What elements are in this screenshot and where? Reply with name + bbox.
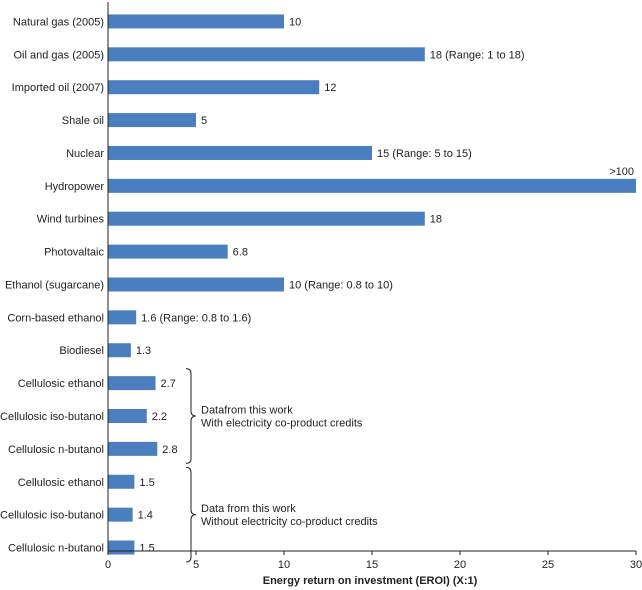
bar: [108, 441, 158, 456]
data-label: 12: [324, 82, 336, 94]
category-label: Photovaltaic: [44, 247, 104, 259]
bar: [108, 113, 196, 128]
bar: [108, 47, 425, 62]
data-label: 10 (Range: 0.8 to 10): [289, 279, 393, 291]
data-label: 2.2: [152, 411, 167, 423]
bracket: [185, 368, 197, 464]
category-label: Nuclear: [66, 148, 104, 160]
data-label: 15 (Range: 5 to 15): [377, 148, 472, 160]
x-tick-label: 15: [366, 559, 378, 571]
data-label: 10: [289, 16, 301, 28]
data-label: 6.8: [233, 247, 248, 259]
category-label: Cellulosic iso-butanol: [0, 510, 104, 522]
bars-group: [108, 14, 636, 555]
bar: [108, 376, 156, 391]
category-label: Imported oil (2007): [12, 82, 104, 94]
x-tick-label: 10: [278, 559, 290, 571]
category-label: Oil and gas (2005): [14, 49, 105, 61]
bar: [108, 80, 320, 95]
annotation-text: With electricity co-product credits: [201, 418, 363, 430]
category-label: Cellulosic n-butanol: [8, 444, 104, 456]
x-tick-label: 0: [105, 559, 111, 571]
data-label: 18: [430, 214, 442, 226]
x-axis-label: Energy return on investment (EROI) (X:1): [263, 575, 478, 587]
x-tick-label: 20: [454, 559, 466, 571]
data-label: 1.5: [139, 477, 154, 489]
x-tick-label: 5: [193, 559, 199, 571]
category-labels-group: Natural gas (2005) Oil and gas (2005) Impo…: [0, 16, 104, 554]
category-label: Cellulosic ethanol: [18, 477, 104, 489]
category-label: Biodiesel: [59, 345, 104, 357]
bar: [108, 310, 137, 325]
x-tick-label: 30: [630, 559, 642, 571]
annotation-text: Without electricity co-product credits: [201, 516, 378, 528]
bar: [108, 540, 135, 555]
data-label: 1.4: [138, 510, 153, 522]
data-label: 2.8: [162, 444, 177, 456]
data-label: 2.7: [161, 378, 176, 390]
bar: [108, 178, 636, 193]
category-label: Natural gas (2005): [13, 16, 104, 28]
bar: [108, 343, 131, 358]
data-label: 5: [201, 115, 207, 127]
data-label: 1.3: [136, 345, 151, 357]
data-label: 1.6 (Range: 0.8 to 1.6): [141, 312, 251, 324]
annotation-text: Datafrom this work: [201, 405, 293, 417]
bar: [108, 409, 147, 423]
axes-group: 0 5 10 15 20 25 30: [105, 2, 642, 571]
data-label: >100: [609, 166, 634, 178]
category-label: Ethanol (sugarcane): [5, 279, 104, 291]
bracket: [185, 466, 197, 563]
category-label: Shale oil: [62, 115, 104, 127]
category-label: Hydropower: [45, 181, 105, 193]
bar: [108, 277, 284, 292]
category-label: Corn-based ethanol: [7, 312, 104, 324]
bar: [108, 244, 228, 259]
category-label: Cellulosic ethanol: [18, 378, 104, 390]
category-label: Cellulosic iso-butanol: [0, 411, 104, 423]
bar: [108, 145, 372, 160]
category-label: Wind turbines: [37, 214, 105, 226]
annotation-text: Data from this work: [201, 503, 296, 515]
bar: [108, 211, 425, 226]
value-labels-group: 10 18 (Range: 1 to 18) 12 5 15 (Range: 5 to …: [136, 16, 634, 554]
x-tick-label: 25: [542, 559, 554, 571]
bar: [108, 14, 284, 29]
bar: [108, 507, 133, 522]
data-label: 1.5: [139, 543, 154, 555]
data-label: 18 (Range: 1 to 18): [430, 49, 525, 61]
bar: [108, 474, 135, 489]
category-label: Cellulosic n-butanol: [8, 543, 104, 555]
